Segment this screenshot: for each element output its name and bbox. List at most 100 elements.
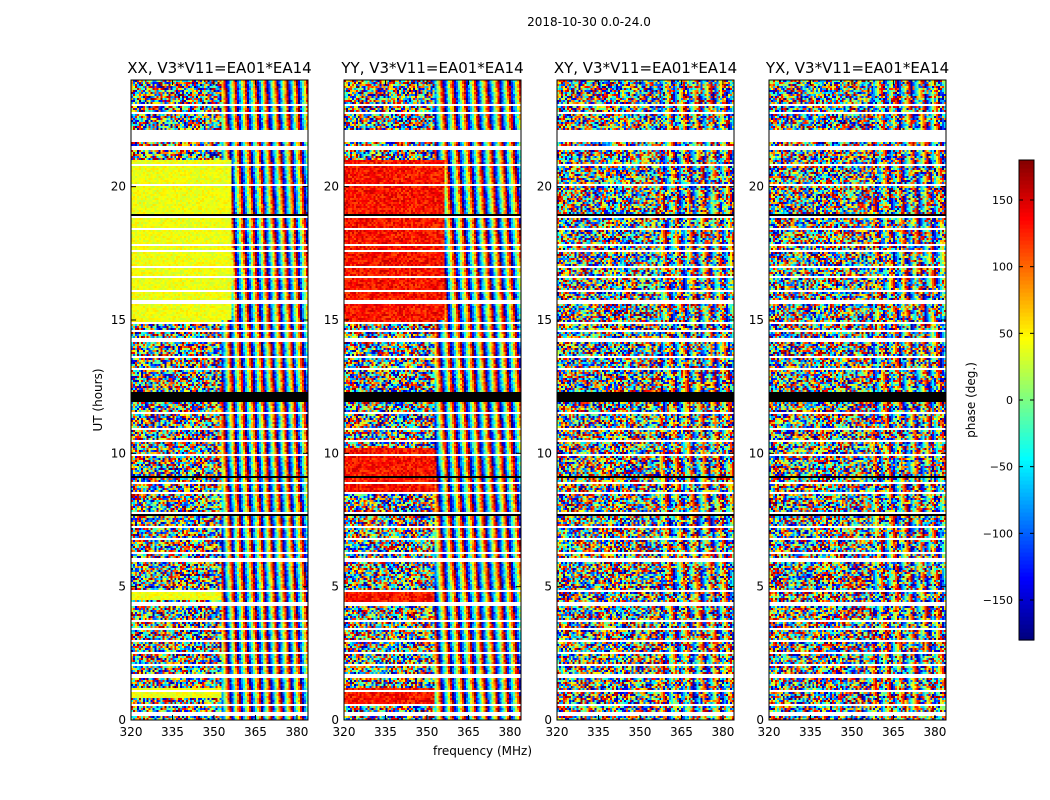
colorbar-label: phase (deg.) <box>964 362 978 438</box>
colorbar-segment <box>1019 604 1034 609</box>
axes-frame <box>768 79 947 721</box>
heatmap-raster <box>769 80 946 720</box>
colorbar-segment <box>1019 572 1034 577</box>
colorbar-segment <box>1019 524 1034 529</box>
colorbar-segment <box>1019 292 1034 297</box>
colorbar-segment <box>1019 188 1034 193</box>
panel-title: XY, V3*V11=EA01*EA14 <box>554 59 737 77</box>
colorbar-segment <box>1019 216 1034 221</box>
colorbar-segment <box>1019 536 1034 541</box>
colorbar-segment <box>1019 208 1034 213</box>
x-tick-label: 320 <box>333 725 356 739</box>
heatmap-raster <box>131 80 308 720</box>
colorbar-segment <box>1019 312 1034 317</box>
colorbar-segment <box>1019 328 1034 333</box>
y-tick-label: 0 <box>544 713 552 727</box>
colorbar-segment <box>1019 160 1034 165</box>
colorbar-segment <box>1019 384 1034 389</box>
x-axis-label: frequency (MHz) <box>433 744 532 758</box>
colorbar-segment <box>1019 556 1034 561</box>
x-tick-label: 350 <box>629 725 652 739</box>
colorbar-segment <box>1019 632 1034 637</box>
colorbar-segment <box>1019 368 1034 373</box>
x-tick-label: 365 <box>882 725 905 739</box>
y-tick-label: 0 <box>331 713 339 727</box>
heatmap-panel-4: YX, V3*V11=EA01*EA14 320 335 350 365 380 0 5 10 1… <box>749 59 949 739</box>
colorbar-segment <box>1019 444 1034 449</box>
colorbar-segment <box>1019 220 1034 225</box>
colorbar-segment <box>1019 612 1034 617</box>
colorbar-segment <box>1019 412 1034 417</box>
colorbar-segment <box>1019 164 1034 169</box>
panel-title: XX, V3*V11=EA01*EA14 <box>127 59 311 77</box>
colorbar-segment <box>1019 332 1034 337</box>
colorbar-segment <box>1019 260 1034 265</box>
panels-group: XX, V3*V11=EA01*EA14 320 335 350 365 380 0 5 10 1… <box>91 59 949 758</box>
colorbar-segment <box>1019 296 1034 301</box>
y-tick-label: 5 <box>118 580 126 594</box>
x-tick-label: 350 <box>841 725 864 739</box>
y-tick-label: 10 <box>537 446 552 460</box>
axes-frame <box>556 79 735 721</box>
colorbar-segment <box>1019 200 1034 205</box>
colorbar-segment <box>1019 192 1034 197</box>
colorbar-segment <box>1019 464 1034 469</box>
x-tick-label: 335 <box>374 725 397 739</box>
colorbar-segment <box>1019 568 1034 573</box>
y-tick-label: 10 <box>111 446 126 460</box>
colorbar-segment <box>1019 308 1034 313</box>
colorbar-segment <box>1019 436 1034 441</box>
colorbar-segment <box>1019 528 1034 533</box>
colorbar-segment <box>1019 380 1034 385</box>
colorbar-tick-label: 100 <box>992 261 1013 274</box>
colorbar: −150 −100 −50 0 50 100 150 phase (deg.) <box>964 159 1035 641</box>
colorbar-segment <box>1019 504 1034 509</box>
x-tick-label: 350 <box>416 725 439 739</box>
x-tick-label: 335 <box>799 725 822 739</box>
colorbar-tick-label: −150 <box>983 594 1013 607</box>
x-tick-label: 320 <box>758 725 781 739</box>
colorbar-segment <box>1019 388 1034 393</box>
colorbar-segment <box>1019 224 1034 229</box>
colorbar-segment <box>1019 520 1034 525</box>
y-tick-label: 10 <box>749 446 764 460</box>
colorbar-segment <box>1019 420 1034 425</box>
x-tick-label: 320 <box>546 725 569 739</box>
colorbar-segment <box>1019 236 1034 241</box>
colorbar-segment <box>1019 620 1034 625</box>
colorbar-segment <box>1019 248 1034 253</box>
x-tick-label: 380 <box>711 725 734 739</box>
colorbar-segment <box>1019 240 1034 245</box>
colorbar-segment <box>1019 340 1034 345</box>
colorbar-segment <box>1019 580 1034 585</box>
colorbar-segment <box>1019 372 1034 377</box>
colorbar-segment <box>1019 212 1034 217</box>
colorbar-segment <box>1019 300 1034 305</box>
colorbar-segment <box>1019 432 1034 437</box>
colorbar-segment <box>1019 588 1034 593</box>
panel-title: YX, V3*V11=EA01*EA14 <box>765 59 949 77</box>
colorbar-segment <box>1019 256 1034 261</box>
x-tick-label: 350 <box>203 725 226 739</box>
colorbar-segment <box>1019 576 1034 581</box>
colorbar-segment <box>1019 228 1034 233</box>
colorbar-segment <box>1019 272 1034 277</box>
y-tick-label: 10 <box>324 446 339 460</box>
colorbar-tick-label: −50 <box>990 461 1013 474</box>
colorbar-segment <box>1019 472 1034 477</box>
heatmap-raster <box>557 80 734 720</box>
colorbar-segment <box>1019 396 1034 401</box>
colorbar-segment <box>1019 456 1034 461</box>
figure-suptitle: 2018-10-30 0.0-24.0 <box>527 15 651 29</box>
colorbar-segment <box>1019 440 1034 445</box>
colorbar-segment <box>1019 584 1034 589</box>
colorbar-segment <box>1019 428 1034 433</box>
colorbar-segment <box>1019 376 1034 381</box>
heatmap-panel-3: XY, V3*V11=EA01*EA14 320 335 350 365 380 0 5 10 1… <box>537 59 737 739</box>
y-axis-label: UT (hours) <box>91 368 105 431</box>
colorbar-tick-label: 0 <box>1006 394 1013 407</box>
colorbar-segment <box>1019 616 1034 621</box>
x-tick-label: 380 <box>285 725 308 739</box>
colorbar-segment <box>1019 280 1034 285</box>
